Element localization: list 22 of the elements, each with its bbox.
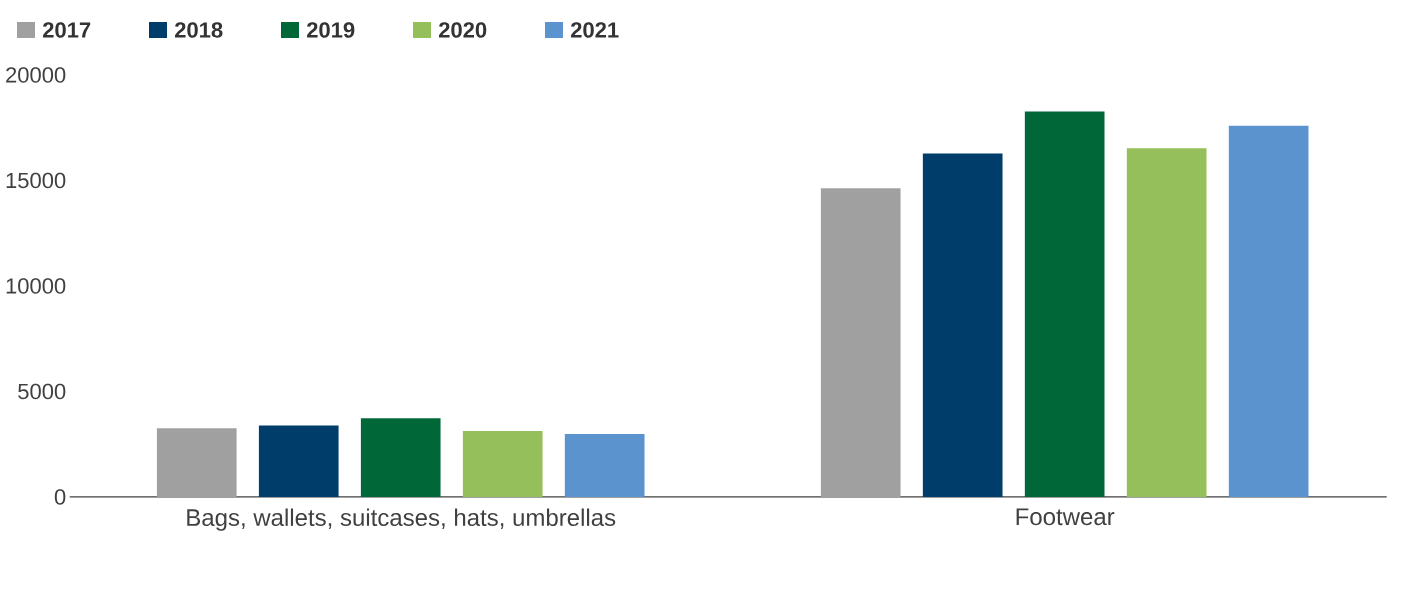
legend-label: 2019 [306, 22, 355, 38]
y-tick-label: 15000 [6, 172, 66, 189]
x-tick-label: Footwear [1016, 508, 1115, 526]
bar [360, 418, 441, 497]
y-tick-label: 20000 [6, 67, 66, 83]
legend-label: 2021 [570, 22, 619, 38]
x-tick-label: Bags, wallets, suitcases, hats, umbrellas [187, 508, 616, 531]
bar [564, 434, 645, 497]
bar [462, 431, 543, 497]
bar [156, 428, 237, 497]
legend-label: 2018 [174, 22, 223, 38]
legend-label: 2017 [42, 22, 91, 38]
bar [1126, 148, 1207, 497]
bar [820, 188, 901, 497]
bar [258, 425, 339, 497]
y-tick-label: 10000 [6, 278, 66, 294]
bar [1024, 111, 1105, 497]
bar [1228, 125, 1309, 497]
bar [922, 153, 1003, 497]
y-tick-label: 0 [54, 489, 66, 505]
y-tick-label: 5000 [18, 383, 66, 400]
legend-label: 2020 [438, 22, 487, 38]
